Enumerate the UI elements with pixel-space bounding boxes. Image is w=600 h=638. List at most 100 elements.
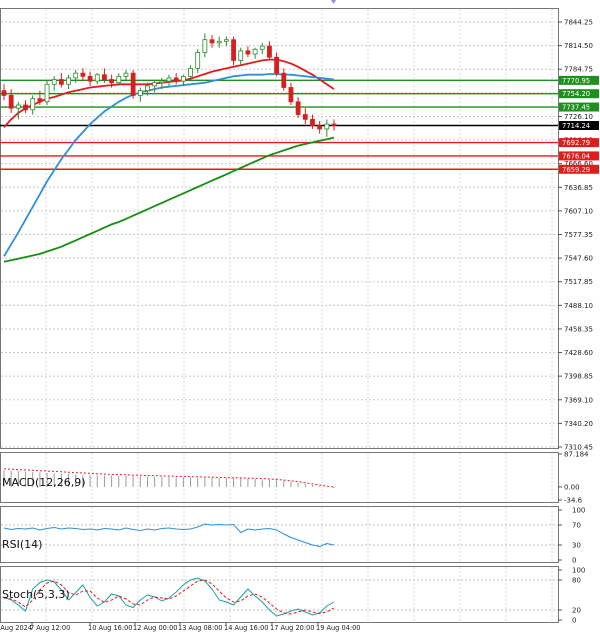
level-price-label: 7714.24 [562, 122, 590, 130]
x-tick-label: 13 Aug 08:00 [178, 624, 222, 632]
candle-body [159, 80, 165, 84]
candle-body [259, 45, 265, 50]
stoch-panel-frame [0, 566, 559, 623]
moving-average-line [3, 136, 335, 263]
x-tick-label: 12 Aug 00:00 [133, 624, 177, 632]
candle-body [58, 79, 64, 85]
price-tick-label: 7666.60 [564, 160, 593, 168]
candle-body [238, 50, 244, 61]
macd-title: MACD(12,26,9) [2, 476, 86, 489]
rsi-tick-label: 0 [572, 557, 576, 565]
price-tick-label: 7784.75 [564, 66, 593, 74]
candle-body [51, 79, 57, 85]
macd-tick-label: -34.6 [564, 497, 583, 505]
candle-body [152, 82, 158, 87]
macd-panel-frame [0, 452, 559, 503]
rsi-panel-frame [0, 506, 559, 563]
level-price-label: 7676.04 [562, 152, 590, 160]
candle-body [180, 75, 186, 82]
price-tick-label: 7726.10 [564, 113, 593, 121]
price-tick-label: 7458.35 [564, 325, 593, 333]
candle-body [281, 72, 287, 88]
candle-body [8, 95, 14, 109]
stoch-tick-label: 20 [572, 607, 581, 615]
candle-body [188, 67, 193, 77]
candle-body [87, 75, 93, 82]
candle-body [30, 98, 36, 111]
candle-body [130, 72, 136, 96]
rsi-tick-label: 70 [572, 522, 581, 530]
candle-body [223, 39, 229, 42]
candle-body [66, 77, 71, 85]
x-tick-label: 14 Aug 16:00 [224, 624, 268, 632]
candle-body [216, 40, 222, 44]
price-tick-label: 7607.10 [564, 207, 593, 215]
candle-body [288, 87, 294, 103]
stoch-tick-label: 100 [572, 567, 585, 575]
candle-body [44, 83, 50, 103]
price-tick-label: 7369.10 [564, 396, 593, 404]
candle-body [252, 48, 258, 55]
candle-body [166, 77, 172, 82]
candle-body [202, 39, 208, 53]
candle-body [173, 77, 179, 82]
price-tick-label: 7547.60 [564, 255, 593, 263]
x-tick-label: 5 Aug 2024 [0, 624, 32, 632]
level-price-label: 7692.79 [562, 139, 590, 147]
candle-body [331, 123, 337, 127]
moving-average-line [3, 73, 335, 257]
level-price-tag [559, 164, 599, 174]
candle-body [37, 98, 43, 103]
level-price-tag [559, 75, 599, 85]
candle-body [15, 104, 21, 109]
candle-body [94, 74, 100, 82]
candle-body [310, 118, 315, 127]
x-tick-label: 17 Aug 20:00 [270, 624, 314, 632]
price-tick-label: 7636.85 [564, 184, 593, 192]
candle-body [116, 75, 122, 84]
macd-tick-label: 87.184 [564, 451, 589, 459]
price-tick-label: 7577.35 [564, 231, 593, 239]
candle-body [80, 72, 86, 77]
candle-body [1, 90, 7, 96]
candle-body [324, 123, 330, 130]
level-price-label: 7770.95 [562, 77, 590, 85]
stoch-title: Stoch(5,3,3) [2, 588, 70, 601]
price-tick-label: 7428.60 [564, 349, 593, 357]
candle-body [102, 74, 107, 80]
price-tick-label: 7310.45 [564, 444, 593, 452]
level-price-label: 7659.29 [562, 166, 590, 174]
rsi-title: RSI(14) [2, 538, 42, 551]
candle-body [317, 125, 323, 130]
candle-body [245, 50, 251, 55]
rsi-tick-label: 100 [572, 507, 585, 515]
x-tick-label: 10 Aug 16:00 [88, 624, 132, 632]
price-tick-label: 7340.20 [564, 420, 593, 428]
macd-tick-label: 0.00 [564, 483, 580, 491]
level-price-tag [559, 121, 599, 131]
price-panel-frame [0, 8, 559, 449]
candle-body [73, 72, 79, 79]
candle-body [123, 72, 129, 77]
top-marker-icon [331, 0, 336, 4]
level-price-tag [559, 138, 599, 148]
price-tick-label: 7517.85 [564, 278, 593, 286]
candle-body [109, 79, 115, 84]
candle-body [231, 39, 236, 61]
rsi-line [3, 523, 335, 548]
level-price-tag [559, 89, 599, 99]
candle-body [23, 104, 28, 111]
price-tick-label: 7488.10 [564, 302, 593, 310]
macd-signal-line [3, 468, 335, 488]
x-tick-label: 19 Aug 04:00 [316, 624, 360, 632]
level-price-label: 7737.45 [562, 104, 590, 112]
stoch-line [3, 577, 335, 617]
candle-body [137, 90, 143, 96]
rsi-tick-label: 30 [572, 542, 581, 550]
price-tick-label: 7398.85 [564, 373, 593, 381]
candle-body [145, 85, 150, 92]
candle-body [302, 114, 308, 120]
